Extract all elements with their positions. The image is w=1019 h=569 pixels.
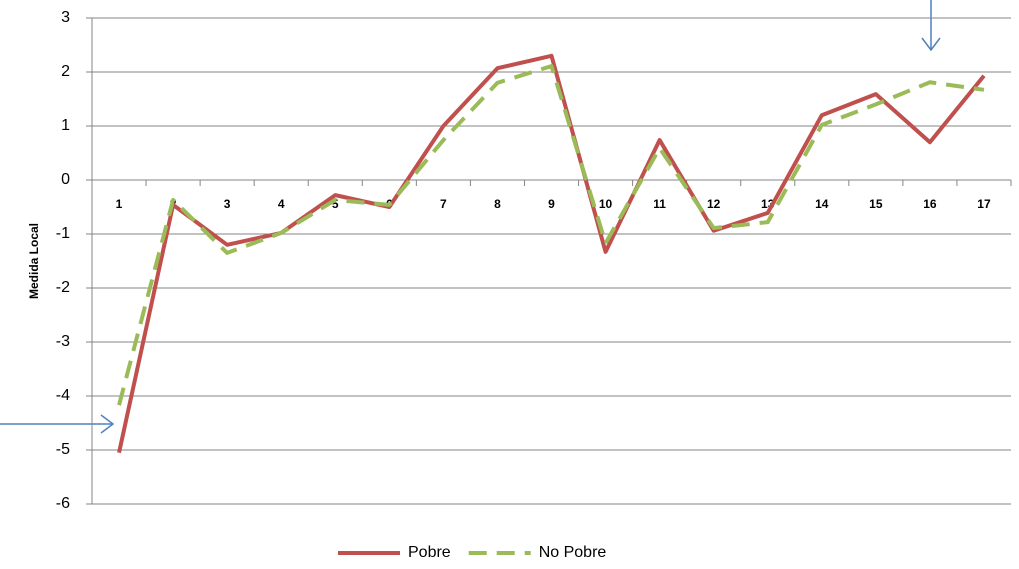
y-tick-label: -2 — [56, 279, 70, 296]
y-tick-label: -6 — [56, 495, 70, 512]
x-tick-label: 4 — [278, 197, 285, 211]
y-tick-label: -4 — [56, 387, 70, 404]
line-series — [117, 64, 985, 406]
x-tick-label: 15 — [869, 197, 883, 211]
x-tick-label: 10 — [599, 197, 613, 211]
legend-label: No Pobre — [539, 544, 607, 561]
legend-label: Pobre — [408, 544, 451, 561]
y-tick-label: -1 — [56, 225, 70, 242]
x-tick-label: 1 — [116, 197, 123, 211]
y-tick-label: 1 — [61, 117, 70, 134]
x-tick-label: 16 — [923, 197, 937, 211]
y-axis-label: Medida Local — [27, 223, 41, 299]
x-tick-label: 5 — [332, 197, 339, 211]
x-tick-label: 14 — [815, 197, 829, 211]
line-series — [117, 53, 986, 454]
y-tick-label: 2 — [61, 63, 70, 80]
y-tick-label: -3 — [56, 333, 70, 350]
annotation-arrow-top — [921, 0, 941, 52]
x-tick-label: 7 — [440, 197, 447, 211]
y-tick-label: 3 — [61, 9, 70, 26]
x-tick-label: 9 — [548, 197, 555, 211]
x-tick-label: 3 — [224, 197, 231, 211]
y-tick-label: -5 — [56, 441, 70, 458]
x-tick-label: 8 — [494, 197, 501, 211]
x-tick-label: 11 — [653, 197, 666, 211]
x-tick-label: 17 — [977, 197, 991, 211]
annotation-arrow-left — [0, 414, 115, 434]
x-tick-label: 12 — [707, 197, 721, 211]
y-tick-label: 0 — [61, 171, 70, 188]
